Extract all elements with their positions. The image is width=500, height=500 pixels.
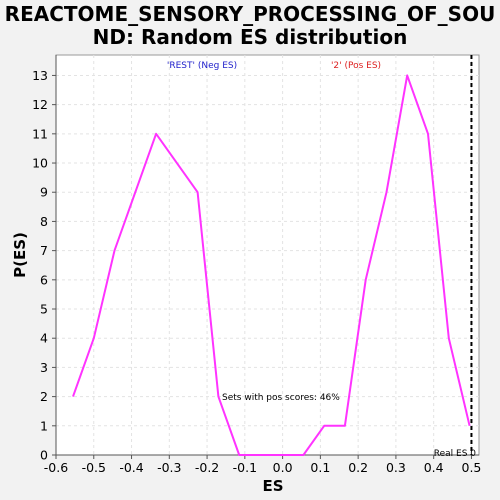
- y-tick-label: 7: [40, 243, 48, 258]
- grid-lines: [55, 55, 479, 456]
- x-axis-label: ES: [262, 477, 283, 495]
- x-tick-label: -0.4: [119, 460, 143, 475]
- y-tick-label: 12: [32, 97, 48, 112]
- x-tick-label: -0.1: [233, 460, 257, 475]
- y-axis-label: P(ES): [11, 232, 29, 278]
- real-es-label: Real ES 0: [434, 449, 477, 459]
- x-tick-label: 0.4: [424, 460, 444, 475]
- y-tick-label: 0: [40, 448, 48, 463]
- es-distribution-line: [72, 74, 471, 456]
- x-tick-label: -0.2: [195, 460, 219, 475]
- plot-area: [55, 54, 480, 456]
- y-tick-label: 8: [40, 214, 48, 229]
- x-tick-label: -0.3: [157, 460, 181, 475]
- pos-es-label: '2' (Pos ES): [331, 61, 381, 71]
- y-tick-label: 5: [40, 302, 48, 317]
- x-tick-label: 0.1: [310, 460, 330, 475]
- x-tick-label: -0.6: [44, 460, 68, 475]
- y-tick-label: 4: [40, 331, 48, 346]
- y-tick-label: 3: [40, 360, 48, 375]
- y-tick-label: 11: [32, 126, 48, 141]
- neg-es-label: 'REST' (Neg ES): [167, 61, 237, 71]
- y-tick-label: 1: [40, 418, 48, 433]
- y-tick-label: 9: [40, 185, 48, 200]
- x-tick-label: -0.5: [82, 460, 106, 475]
- y-tick-label: 10: [32, 156, 48, 171]
- x-tick-labels: -0.6 -0.5 -0.4 -0.3 -0.2 -0.1 0.0 0.1 0.2 0.3 0.4 0…: [44, 460, 482, 475]
- x-tick-label: 0.3: [386, 460, 406, 475]
- y-tick-label: 6: [40, 272, 48, 287]
- y-tick-label: 2: [40, 389, 48, 404]
- x-tick-label: 0.2: [348, 460, 368, 475]
- sets-pos-scores-label: Sets with pos scores: 46%: [222, 393, 340, 403]
- chart-title-line-1: REACTOME_SENSORY_PROCESSING_OF_SOU: [5, 2, 496, 26]
- x-tick-label: 0.0: [273, 460, 293, 475]
- series-lines: [72, 74, 471, 456]
- x-tick-label: 0.5: [462, 460, 482, 475]
- y-tick-label: 13: [32, 68, 48, 83]
- chart-title-line-2: ND: Random ES distribution: [93, 25, 408, 49]
